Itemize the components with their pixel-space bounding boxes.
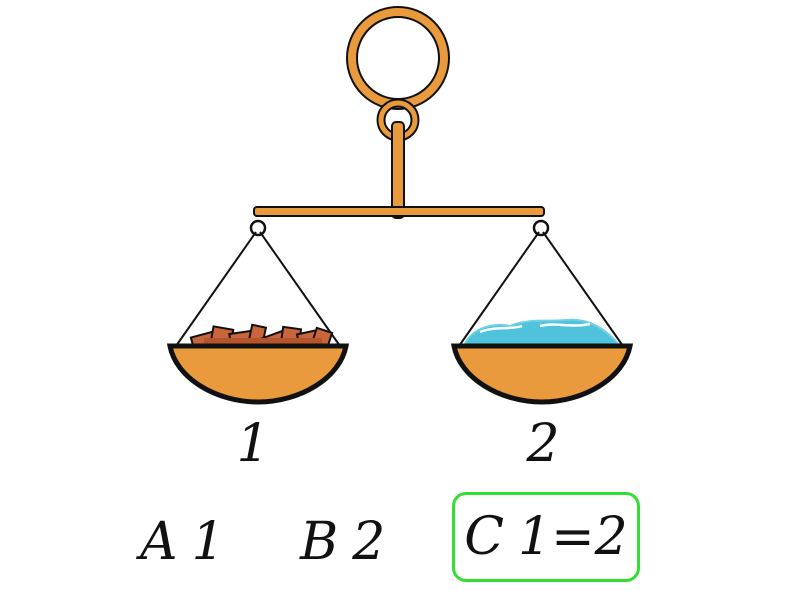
left-pan-label: 1 — [236, 414, 270, 474]
wood-pieces — [189, 323, 334, 352]
left-pan-string — [175, 231, 257, 347]
right-pan-string — [542, 231, 624, 347]
option-value: 2 — [352, 512, 386, 572]
option-letter: C — [464, 507, 505, 567]
option-value: 1=2 — [518, 507, 628, 567]
right-pan-string — [458, 231, 540, 347]
option-letter: B — [300, 512, 339, 572]
option-letter: A — [140, 512, 178, 572]
right-pan-label: 2 — [526, 414, 560, 474]
left-hook — [249, 219, 267, 237]
scale-beam — [253, 206, 545, 217]
option-value: 1 — [191, 512, 225, 572]
scale-stem — [391, 121, 405, 219]
right-hook — [532, 219, 550, 237]
left-pan-string — [259, 231, 341, 347]
option-c-selected[interactable]: C 1=2 — [452, 492, 640, 582]
water — [462, 318, 623, 347]
right-pan — [450, 343, 634, 405]
left-pan — [166, 343, 350, 405]
